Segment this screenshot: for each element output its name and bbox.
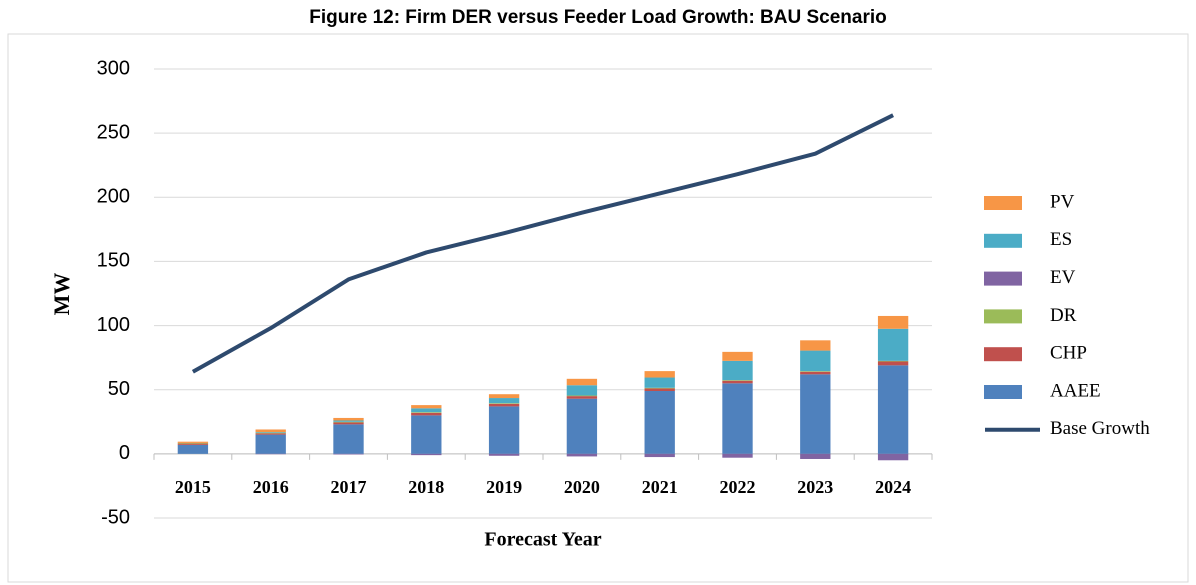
y-axis-label: MW (49, 273, 74, 316)
bar (722, 380, 753, 381)
legend-label: Base Growth (1050, 418, 1150, 439)
bar (800, 340, 831, 351)
x-tick-label: 2020 (564, 477, 600, 497)
bar (333, 421, 364, 423)
legend-label: DR (1050, 305, 1077, 326)
bar (333, 417, 364, 421)
bar (722, 453, 753, 458)
bar (255, 429, 286, 433)
bar (644, 371, 675, 378)
x-tick-label: 2018 (408, 477, 444, 497)
y-tick-label: 0 (119, 442, 130, 464)
bar (877, 315, 909, 329)
bar (333, 420, 364, 422)
x-tick-label: 2016 (253, 477, 289, 497)
bar (877, 360, 909, 362)
bar (488, 403, 520, 407)
bar (644, 387, 675, 389)
x-tick-label: 2022 (720, 477, 756, 497)
bar (255, 432, 286, 433)
x-tick-label: 2019 (486, 477, 522, 497)
bar (333, 424, 364, 454)
bar (255, 434, 286, 454)
bar (566, 378, 598, 386)
bar (411, 453, 442, 456)
bar (800, 374, 831, 454)
legend-swatch (984, 385, 1022, 399)
bar (566, 396, 598, 399)
legend-label: CHP (1050, 343, 1087, 364)
bar (411, 412, 442, 416)
bar (877, 453, 909, 461)
y-tick-label: 300 (97, 57, 130, 79)
bar (411, 415, 442, 454)
chart-title: Figure 12: Firm DER versus Feeder Load G… (309, 7, 887, 28)
bar (488, 453, 520, 456)
x-tick-label: 2023 (797, 477, 833, 497)
bar (566, 453, 598, 457)
bar (877, 361, 909, 366)
bar (255, 432, 286, 434)
legend-swatch (984, 271, 1022, 286)
bar (722, 351, 753, 361)
bar (566, 395, 598, 397)
legend-label: AAEE (1050, 380, 1101, 401)
bar (644, 377, 675, 388)
y-tick-label: 150 (97, 250, 130, 272)
bar (800, 350, 831, 372)
bar (177, 441, 209, 443)
bar (411, 405, 442, 409)
bar (177, 442, 209, 444)
y-tick-label: 200 (97, 186, 130, 208)
legend-label: ES (1050, 229, 1072, 250)
bar (566, 398, 598, 454)
bar (800, 453, 831, 459)
legend-swatch (984, 309, 1022, 324)
bar (722, 360, 753, 381)
y-tick-label: -50 (101, 506, 130, 528)
legend-label: PV (1050, 191, 1075, 212)
legend-label: EV (1050, 267, 1076, 288)
bar (722, 380, 753, 384)
bar (566, 385, 598, 396)
y-tick-label: 50 (108, 378, 130, 400)
chart-frame (7, 33, 1189, 583)
bar (877, 365, 909, 454)
bar (255, 433, 286, 435)
x-tick-label: 2015 (175, 477, 211, 497)
bar (644, 390, 675, 454)
bar (411, 408, 442, 413)
bar (488, 403, 520, 404)
y-tick-label: 100 (97, 314, 130, 336)
bar (177, 444, 209, 454)
bar (177, 443, 209, 445)
bar (488, 406, 520, 454)
bar (800, 371, 831, 375)
line (191, 113, 894, 374)
bar (722, 383, 753, 454)
bar (333, 422, 364, 425)
x-axis-label: Forecast Year (484, 529, 601, 551)
bar (644, 388, 675, 391)
x-tick-label: 2021 (642, 477, 678, 497)
bar (333, 453, 364, 455)
bar (488, 398, 520, 404)
bar (411, 412, 442, 413)
bar (800, 371, 831, 372)
legend-swatch (984, 233, 1022, 248)
y-tick-label: 250 (97, 121, 130, 143)
bar (644, 453, 675, 458)
legend-swatch (984, 196, 1022, 210)
legend-swatch (984, 347, 1022, 362)
x-tick-label: 2017 (331, 477, 367, 497)
x-tick-label: 2024 (875, 477, 911, 497)
bar (877, 328, 909, 361)
bar (488, 394, 520, 399)
